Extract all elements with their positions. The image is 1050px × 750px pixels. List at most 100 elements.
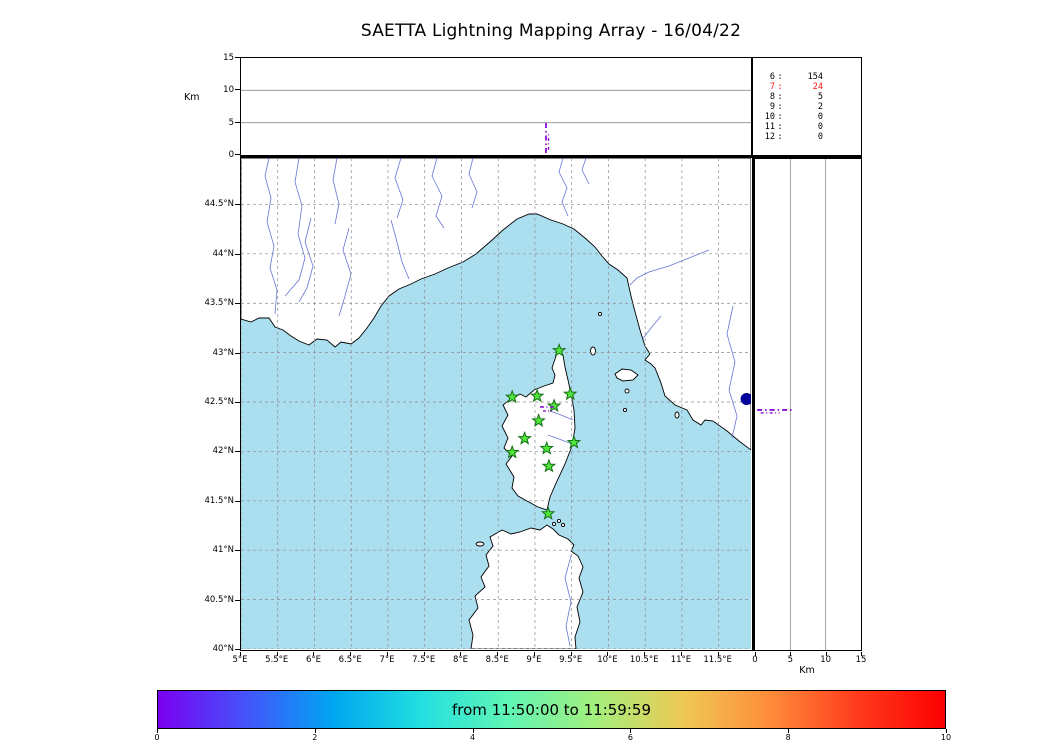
tick-mark: [717, 652, 719, 656]
lat-tick-label: 40°N: [212, 644, 234, 654]
colorbar-tick-label: 0: [154, 733, 160, 742]
station-star: [504, 389, 520, 404]
station-star: [540, 506, 556, 520]
tick-mark: [235, 253, 240, 255]
tick-mark: [235, 352, 240, 354]
counts-box: [752, 57, 862, 158]
tick-mark: [314, 729, 316, 733]
map-gridlines: [241, 158, 751, 649]
lon-tick-label: 6°E: [305, 655, 321, 665]
map-canvas: [241, 158, 751, 649]
river: [558, 158, 569, 217]
tick-mark: [861, 652, 862, 656]
maddalena-islet: [556, 518, 562, 524]
tick-mark: [157, 729, 158, 733]
altitude-vs-longitude-panel: [240, 57, 752, 158]
top-altitude-tick-label: 0: [228, 150, 234, 160]
gorgona-island: [597, 311, 603, 317]
river: [264, 158, 278, 315]
count-row: 7: 24: [757, 82, 823, 92]
count-separator: :: [777, 102, 783, 112]
tick-mark: [240, 652, 241, 656]
river: [394, 158, 404, 219]
tick-mark: [644, 652, 646, 656]
tick-mark: [235, 204, 240, 206]
colorbar-tick-label: 2: [312, 733, 318, 742]
rivers: [264, 158, 738, 647]
station-star: [546, 398, 562, 413]
lon-tick-label: 8.5°E: [485, 655, 509, 665]
river: [390, 219, 410, 280]
right-altitude-tick-label: 10: [820, 655, 832, 665]
lon-tick-label: 10.5°E: [629, 655, 659, 665]
count-separator: :: [777, 122, 783, 132]
lat-tick-label: 44°N: [212, 248, 234, 259]
station-star: [529, 388, 545, 403]
altitude-vs-latitude-panel: [752, 158, 862, 651]
station-star: [566, 434, 582, 449]
colorbar-tick-label: 8: [785, 733, 791, 742]
capraia-island: [590, 346, 596, 356]
top-altitude-tick-label: 5: [228, 117, 234, 128]
lon-tick-label: 11°E: [670, 655, 692, 665]
tick-mark: [235, 402, 240, 404]
count-separator: :: [777, 112, 783, 122]
asinara-island: [475, 541, 485, 547]
count-value: 0: [817, 112, 823, 122]
river: [629, 249, 710, 286]
right-panel-canvas: [757, 159, 827, 650]
lon-tick-label: 9°E: [526, 655, 542, 665]
giglio-island: [674, 411, 680, 419]
tick-mark: [276, 652, 278, 656]
time-colorbar: from 11:50:00 to 11:59:59: [157, 690, 946, 729]
river: [298, 217, 314, 303]
montecristo-island: [622, 407, 628, 413]
station-star: [504, 444, 520, 459]
station-star: [541, 458, 557, 473]
tick-mark: [497, 652, 499, 656]
lon-tick-label: 10°E: [597, 655, 618, 665]
lat-tick-label: 43°N: [212, 347, 234, 358]
tick-mark: [607, 652, 609, 656]
tick-mark: [235, 500, 240, 502]
count-value: 0: [817, 132, 823, 142]
count-station: 11: [764, 122, 775, 132]
lat-tick-label: 41°N: [212, 545, 234, 556]
tick-mark: [630, 729, 632, 733]
lon-tick-label: 8°E: [452, 655, 468, 665]
count-separator: :: [777, 92, 783, 102]
tick-mark: [570, 652, 572, 656]
count-station: 9: [769, 102, 775, 112]
river: [547, 434, 573, 445]
map-data-layer: [504, 342, 751, 520]
tick-mark: [386, 652, 388, 656]
tick-mark: [313, 652, 315, 656]
right-altitude-tick-label: 15: [855, 655, 867, 665]
count-value: 0: [817, 122, 823, 132]
count-station: 7: [769, 82, 775, 92]
sardinia-island: [468, 524, 584, 649]
count-separator: :: [777, 72, 783, 82]
station-star: [551, 342, 567, 357]
count-value: 24: [812, 82, 823, 92]
map-panel: [240, 158, 752, 651]
count-separator: :: [777, 132, 783, 142]
colorbar-time-range-label: from 11:50:00 to 11:59:59: [451, 700, 651, 719]
right-panel-data: [757, 409, 792, 414]
tick-mark: [423, 652, 425, 656]
count-station: 6: [769, 72, 775, 82]
lat-tick-label: 43.5°N: [204, 298, 234, 309]
top-altitude-tick-label: 10: [223, 85, 234, 96]
tick-mark: [235, 89, 240, 91]
colorbar-tick-label: 10: [940, 733, 952, 742]
count-value: 154: [807, 72, 823, 82]
right-altitude-tick-label: 0: [752, 655, 758, 665]
tick-mark: [235, 121, 240, 123]
lat-tick-label: 40.5°N: [204, 594, 234, 605]
lon-tick-label: 7.5°E: [412, 655, 436, 665]
tick-mark: [825, 652, 827, 656]
river: [641, 315, 662, 341]
continental-coastline: [241, 158, 751, 451]
tick-mark: [350, 652, 352, 656]
